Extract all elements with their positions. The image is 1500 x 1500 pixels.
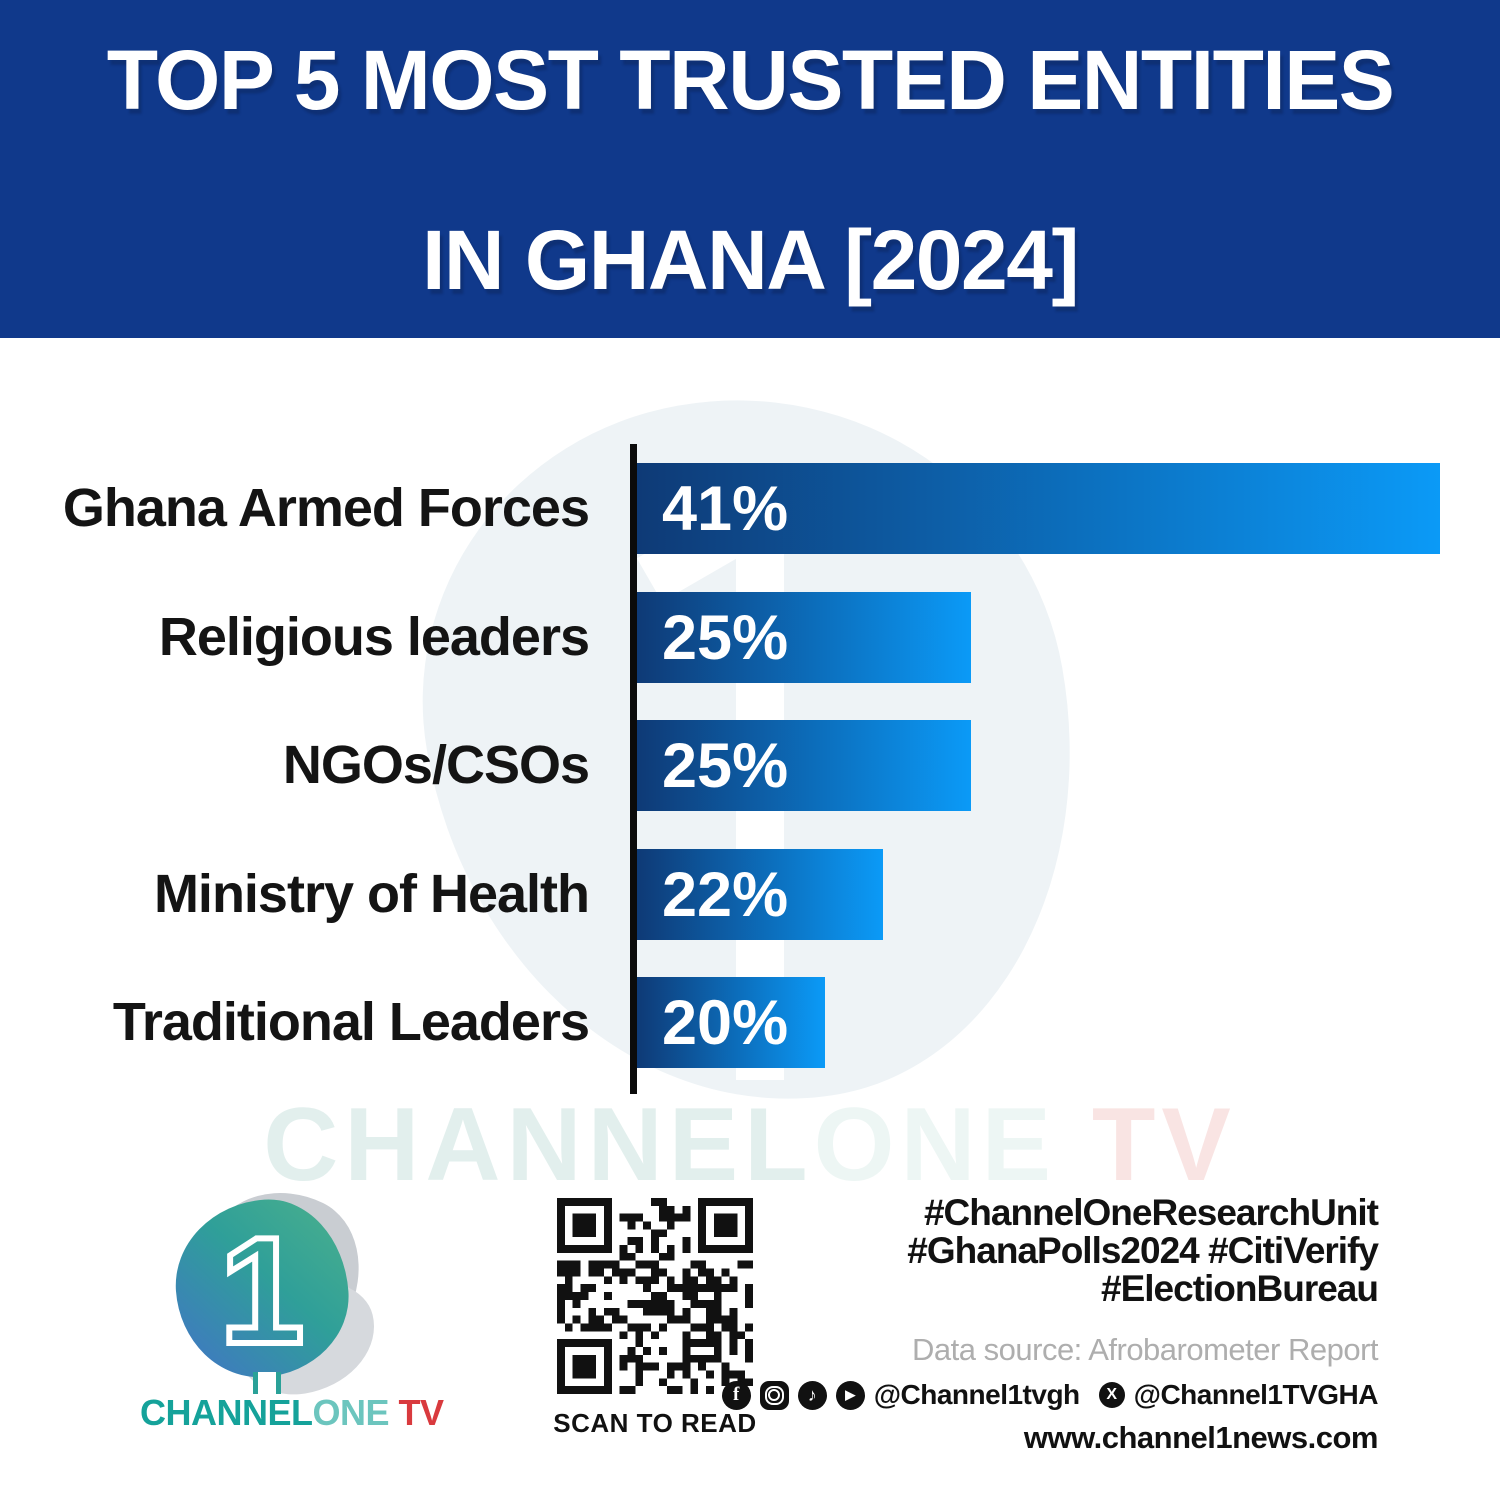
watermark-channel: CHANNEL [263,1087,814,1203]
hashtag-line-3: #ElectionBureau [1101,1268,1379,1309]
qr-caption: SCAN TO READ [553,1408,757,1438]
bar-ngos-csos: 25% [637,720,971,811]
bar-traditional-leaders: 20% [637,977,825,1068]
facebook-icon[interactable]: f [721,1380,751,1410]
bar-label-religious-leaders: Religious leaders [158,607,590,667]
channel-one-wordmark: CHANNELONE TV [140,1392,444,1434]
watermark-one: ONE [813,1087,1057,1203]
bar-religious-leaders: 25% [637,592,971,683]
bar-value: 25% [662,602,789,673]
watermark-tv: TV [1057,1087,1237,1203]
page-title-line1: TOP 5 MOST TRUSTED ENTITIES [106,33,1395,128]
instagram-icon[interactable] [759,1380,789,1410]
wordmark-channel: CHANNEL [140,1392,313,1433]
page-title: TOP 5 MOST TRUSTED ENTITIES IN GHANA [20… [106,33,1395,307]
data-source-note: Data source: Afrobarometer Report [912,1332,1378,1367]
wordmark-tv: TV [389,1392,445,1433]
header-banner: TOP 5 MOST TRUSTED ENTITIES IN GHANA [20… [0,0,1500,338]
social-handle-primary[interactable]: @Channel1tvgh [873,1379,1080,1410]
bar-value: 41% [662,473,789,544]
x-icon[interactable]: X [1098,1382,1125,1408]
youtube-icon[interactable]: ▶ [835,1380,865,1410]
hashtag-line-1: #ChannelOneResearchUnit [923,1192,1379,1233]
tiktok-icon[interactable]: ♪ [797,1380,827,1410]
logo-numeral-tail [253,1372,281,1394]
social-row: f ♪ ▶ @Channel1tvgh X @Channel1TVGHA [678,1379,1379,1411]
footer-right-column: #ChannelOneResearchUnit #GhanaPolls2024 … [678,1192,1379,1456]
bar-label-ngos-csos: NGOs/CSOs [282,735,590,795]
wordmark-one: ONE [312,1392,390,1433]
bar-ministry-of-health: 22% [637,849,883,940]
bar-label-traditional-leaders: Traditional Leaders [112,992,590,1052]
bar-value: 25% [662,730,789,801]
watermark-text: CHANNELONE TV [0,1086,1500,1205]
bar-label-ghana-armed-forces: Ghana Armed Forces [62,478,590,538]
logo-numeral-one: 1 [217,1203,308,1379]
chart-axis-line [630,444,637,1094]
bar-value: 22% [662,859,789,930]
page-title-line2: IN GHANA [2024] [422,212,1079,307]
qr-code-svg [557,1198,753,1394]
qr-code [557,1198,753,1394]
bar-value: 20% [662,987,789,1058]
bar-label-ministry-of-health: Ministry of Health [153,864,590,924]
hashtag-line-2: #GhanaPolls2024 #CitiVerify [907,1230,1379,1271]
bar-ghana-armed-forces: 41% [637,463,1440,554]
social-handle-x[interactable]: @Channel1TVGHA [1133,1379,1379,1410]
website-url[interactable]: www.channel1news.com [1023,1420,1379,1455]
